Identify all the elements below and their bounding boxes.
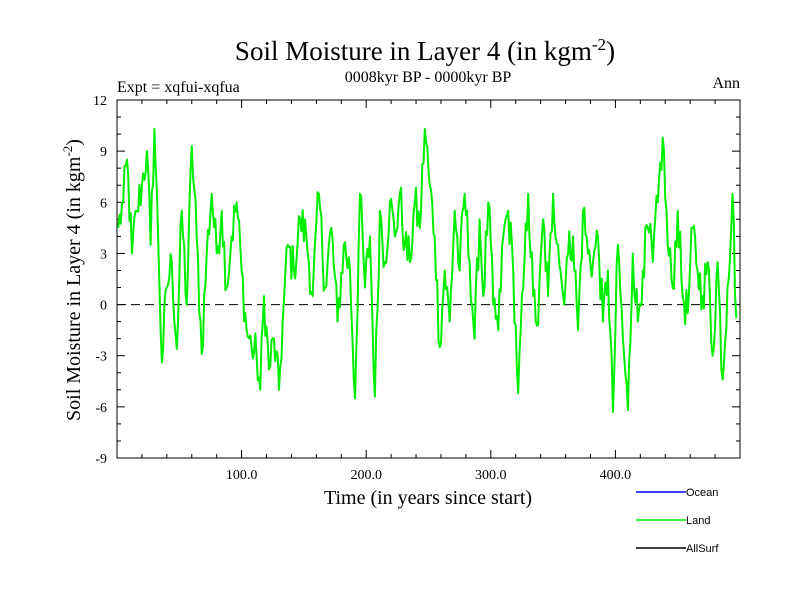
y-tick-label: 6 <box>100 196 107 211</box>
x-tick-labels: 100.0 200.0 300.0 400.0 <box>226 468 631 483</box>
x-tick-label: 300.0 <box>475 468 507 483</box>
chart-subtitle: 0008kyr BP - 0000kyr BP <box>345 69 512 86</box>
chart-title: Soil Moisture in Layer 4 (in kgm-2) <box>235 35 615 66</box>
series-line-land <box>117 128 738 413</box>
axis-ticks <box>117 99 740 459</box>
y-tick-label: -3 <box>95 350 107 365</box>
experiment-label: Expt = xqfui-xqfua <box>117 79 240 96</box>
plot-frame <box>116 99 741 459</box>
y-tick-label: 0 <box>100 299 107 314</box>
series-group <box>117 128 738 413</box>
legend: Ocean Land AllSurf <box>636 487 719 555</box>
y-axis-label: Soil Moisture in Layer 4 (in kgm-2) <box>60 139 85 421</box>
y-tick-label: 3 <box>100 247 107 262</box>
x-tick-label: 200.0 <box>350 468 382 483</box>
y-tick-label: 12 <box>93 94 107 109</box>
season-label: Ann <box>712 75 740 92</box>
y-tick-labels: -9 -6 -3 0 3 6 9 12 <box>93 94 107 467</box>
legend-label-allsurf: AllSurf <box>686 543 719 555</box>
legend-label-ocean: Ocean <box>686 487 718 499</box>
x-tick-label: 400.0 <box>600 468 632 483</box>
y-tick-label: -6 <box>95 401 107 416</box>
x-axis-label: Time (in years since start) <box>324 487 532 509</box>
legend-label-land: Land <box>686 515 710 527</box>
x-tick-label: 100.0 <box>226 468 258 483</box>
y-tick-label: 9 <box>100 145 107 160</box>
y-tick-label: -9 <box>95 452 107 467</box>
